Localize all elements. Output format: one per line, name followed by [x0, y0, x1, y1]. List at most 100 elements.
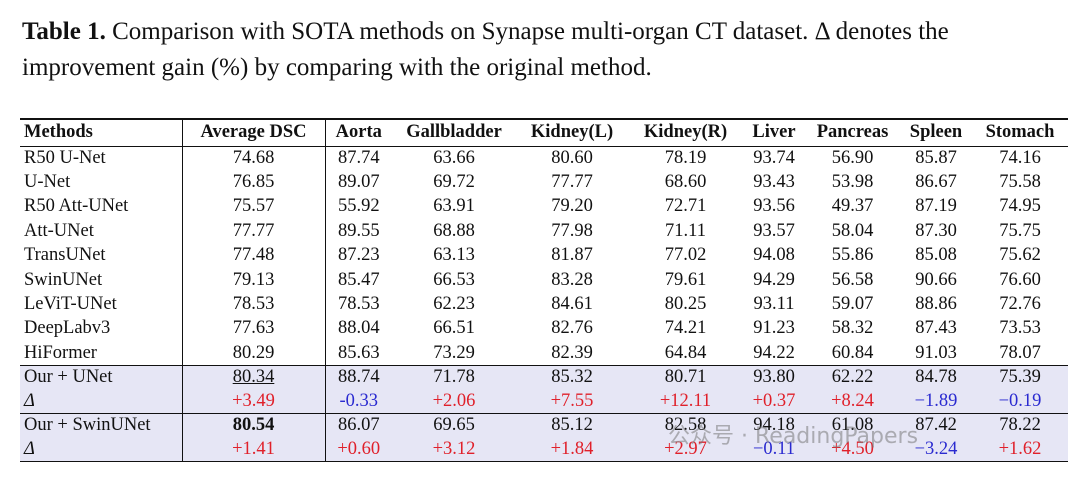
value-cell: 63.13 [433, 245, 475, 266]
value-cell: 87.43 [915, 318, 957, 339]
value-cell: 74.68 [182, 146, 326, 171]
value-cell: 87.42 [915, 415, 957, 436]
value-cell: 94.29 [753, 269, 795, 290]
method-cell: Att-UNet [20, 219, 183, 244]
value-cell: 59.07 [831, 294, 874, 315]
value-cell: 49.37 [831, 196, 874, 217]
value-cell: 55.92 [337, 196, 380, 217]
value-cell: 74.16 [999, 147, 1041, 168]
value-cell: 88.74 [337, 367, 380, 388]
table-row: Our + UNet 80.34 88.74 71.78 85.32 80.71 93.80… [20, 365, 1068, 390]
value-cell: 79.20 [551, 196, 593, 217]
header-cell: Stomach [985, 122, 1055, 143]
value-cell: 88.04 [337, 318, 380, 339]
value-cell: 77.48 [182, 243, 326, 268]
value-cell: +2.97 [664, 438, 707, 459]
value-cell: 93.57 [753, 220, 795, 241]
value-cell: 76.60 [999, 269, 1041, 290]
method-cell: Δ [20, 437, 183, 462]
value-cell: 87.74 [337, 147, 380, 168]
watermark: 公众号 · ReadingPapers [668, 424, 919, 449]
value-cell: 93.11 [753, 294, 795, 315]
method-cell: HiFormer [20, 341, 183, 366]
value-cell: 80.54 [182, 413, 326, 438]
value-cell: 79.13 [182, 267, 326, 293]
value-cell: 77.77 [182, 219, 326, 244]
value-cell: 91.03 [915, 342, 957, 363]
value-cell: 55.86 [831, 245, 874, 266]
value-cell: 85.08 [915, 245, 957, 266]
value-cell: 58.32 [831, 318, 874, 339]
method-cell: TransUNet [20, 243, 183, 268]
method-cell: R50 U-Net [20, 146, 183, 171]
value-cell: 73.29 [433, 342, 475, 363]
value-cell: 68.60 [664, 172, 707, 193]
value-cell: 89.55 [337, 220, 380, 241]
value-cell: 74.21 [664, 318, 707, 339]
value-cell: 80.29 [182, 341, 326, 366]
table-row: SwinUNet 79.13 85.47 66.53 83.28 79.61 94.29 56… [20, 267, 1068, 293]
value-cell: 66.53 [433, 269, 475, 290]
value-cell: 77.02 [664, 245, 707, 266]
caption: Table 1. Comparison with SOTA methods on… [22, 14, 1067, 86]
value-cell: +0.60 [337, 438, 381, 459]
value-cell: 93.74 [753, 147, 795, 168]
value-cell: 93.43 [753, 172, 795, 193]
method-cell: DeepLabv3 [20, 316, 183, 342]
header-row: Methods Average DSC Aorta Gallbladder Kidney… [20, 119, 1068, 146]
value-cell: 93.56 [753, 196, 795, 217]
table-row: U-Net 76.85 89.07 69.72 77.77 68.60 93.43 53.98… [20, 170, 1068, 195]
table-row: Att-UNet 77.77 89.55 68.88 77.98 71.11 93.57 58… [20, 219, 1068, 244]
value-cell: 85.12 [551, 415, 593, 436]
value-cell: 56.90 [831, 147, 874, 168]
method-cell: LeViT-UNet [20, 292, 183, 317]
value-cell: 64.84 [664, 342, 707, 363]
value-cell: 87.30 [915, 220, 957, 241]
value-cell: 56.58 [831, 269, 874, 290]
value-cell: 72.71 [664, 196, 707, 217]
value-cell: 80.60 [551, 147, 593, 168]
value-cell: -0.33 [339, 390, 379, 411]
value-cell: 88.86 [915, 294, 957, 315]
value-cell: +3.12 [432, 438, 476, 459]
value-cell: 71.78 [433, 367, 475, 388]
caption-label: Table 1. [22, 18, 106, 45]
header-cell: Methods [20, 119, 183, 146]
value-cell: +1.84 [550, 438, 594, 459]
value-cell: 73.53 [999, 318, 1041, 339]
value-cell: 84.61 [551, 294, 593, 315]
value-cell: +0.37 [752, 390, 796, 411]
header-cell: Average DSC [182, 119, 326, 146]
value-cell: +2.06 [432, 390, 476, 411]
value-cell: 78.53 [337, 294, 380, 315]
value-cell: 75.39 [999, 367, 1041, 388]
value-cell: +3.49 [182, 389, 326, 414]
method-cell: Our + SwinUNet [20, 413, 183, 438]
table-row: R50 Att-UNet 75.57 55.92 63.91 79.20 72.71 93.… [20, 194, 1068, 220]
value-cell: 94.18 [753, 415, 795, 436]
method-cell: U-Net [20, 170, 183, 195]
method-cell: R50 Att-UNet [20, 194, 183, 220]
value-cell: 63.91 [433, 196, 475, 217]
method-cell: Our + UNet [20, 365, 183, 390]
value-cell: 77.98 [551, 220, 593, 241]
value-cell: 62.22 [831, 367, 874, 388]
value-cell: 53.98 [831, 172, 874, 193]
header-cell: Spleen [909, 122, 963, 143]
value-cell: 78.19 [664, 147, 707, 168]
table-row: Δ +1.41 +0.60 +3.12 +1.84 +2.97 −0.11 +4.50 −3.2… [20, 437, 1068, 462]
value-cell: 75.58 [999, 172, 1041, 193]
value-cell: 75.57 [182, 194, 326, 220]
value-cell: 86.67 [915, 172, 957, 193]
value-cell: 87.23 [337, 245, 380, 266]
value-cell: 71.11 [665, 220, 706, 241]
value-cell: 75.75 [999, 220, 1041, 241]
method-cell: SwinUNet [20, 267, 183, 293]
value-cell: 85.87 [915, 147, 957, 168]
value-cell: −0.19 [998, 390, 1042, 411]
value-cell: 79.61 [664, 269, 707, 290]
value-cell: 63.66 [433, 147, 475, 168]
value-cell: 93.80 [753, 367, 795, 388]
value-cell: 85.63 [337, 342, 380, 363]
header-cell: Gallbladder [406, 122, 502, 143]
